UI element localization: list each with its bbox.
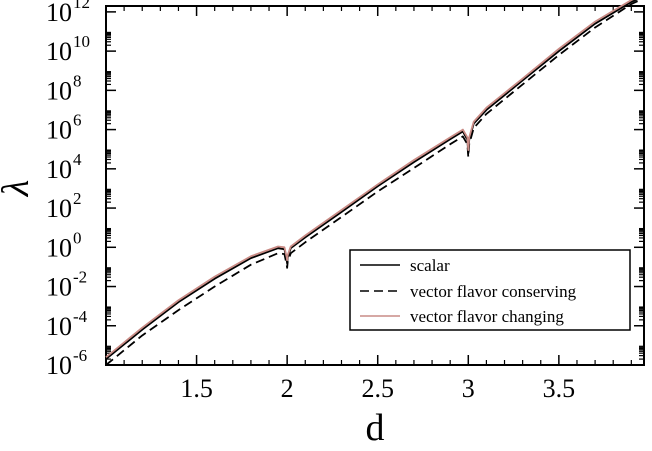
- series-line-vector-flavor-changing: [105, 0, 634, 358]
- y-tick-label: 10: [46, 0, 72, 27]
- y-tick-exponent: 6: [73, 111, 82, 130]
- series-line-vector-flavor-conserving: [105, 0, 643, 366]
- legend-label-scalar: scalar: [410, 256, 450, 275]
- y-tick-exponent: 12: [73, 0, 90, 12]
- y-tick-label: 10: [46, 116, 72, 145]
- y-tick-label: 10: [46, 194, 72, 223]
- y-tick-exponent: -2: [73, 268, 87, 287]
- y-tick-exponent: 10: [73, 32, 90, 51]
- x-axis-ticks: 1.5 2 2.5 3 3.5: [123, 6, 632, 403]
- y-tick-label: 10: [46, 37, 72, 66]
- y-tick-exponent: 0: [73, 228, 82, 247]
- y-tick-exponent: 4: [73, 150, 82, 169]
- legend: scalar vector flavor conserving vector f…: [349, 249, 631, 331]
- y-tick-label: 10: [46, 233, 72, 262]
- y-tick-exponent: -6: [73, 346, 87, 365]
- y-tick-label: 10: [46, 273, 72, 302]
- y-tick-exponent: -4: [73, 307, 88, 326]
- x-tick-label: 3: [462, 374, 475, 403]
- x-tick-label: 2.5: [361, 374, 394, 403]
- y-tick-label: 10: [46, 312, 72, 341]
- legend-label-vector-flavor-conserving: vector flavor conserving: [410, 282, 577, 301]
- x-tick-label: 1.5: [180, 374, 213, 403]
- x-tick-label: 3.5: [543, 374, 576, 403]
- series-layer: [105, 0, 643, 366]
- y-tick-label: 10: [46, 76, 72, 105]
- y-tick-exponent: 2: [73, 189, 82, 208]
- y-tick-exponent: 8: [73, 71, 82, 90]
- series-line-scalar: [105, 0, 638, 360]
- x-axis-title: d: [366, 407, 385, 449]
- y-tick-label: 10: [46, 351, 72, 380]
- legend-label-vector-flavor-changing: vector flavor changing: [410, 307, 564, 326]
- y-tick-label: 10: [46, 155, 72, 184]
- x-tick-label: 2: [281, 374, 294, 403]
- y-axis-title: λ: [0, 180, 37, 197]
